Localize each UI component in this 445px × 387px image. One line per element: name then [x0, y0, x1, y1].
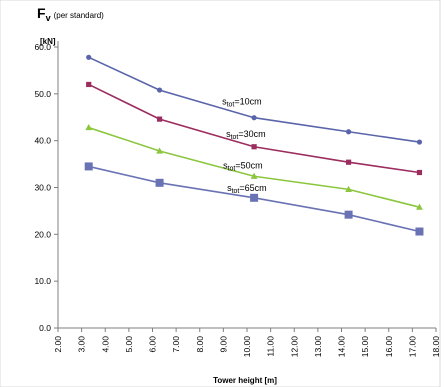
data-point	[416, 203, 423, 210]
data-point	[344, 210, 353, 219]
y-axis-title: Fv (per standard)	[37, 5, 104, 23]
x-tick-label: 13.00	[313, 336, 323, 358]
x-tick-label: 15.00	[360, 336, 370, 358]
data-point	[250, 193, 259, 202]
y-tick-label: 20.0	[34, 229, 51, 239]
data-point	[345, 129, 352, 135]
data-point	[345, 159, 352, 165]
series-label: stot=10cm	[222, 97, 262, 109]
x-tick-label: 3.00	[77, 336, 87, 353]
x-tick-label: 14.00	[337, 336, 347, 358]
y-tick-label: 30.0	[34, 183, 51, 193]
data-point	[250, 172, 258, 179]
data-point	[156, 147, 163, 154]
data-point	[251, 144, 257, 150]
data-point	[251, 115, 257, 121]
y-tick-label: 60.0	[34, 42, 51, 52]
data-point	[155, 178, 164, 187]
data-point	[86, 54, 92, 60]
y-tick-label: 40.0	[34, 136, 51, 146]
series-label: stot=30cm	[226, 129, 266, 141]
series-stot=30cm: stot=30cm	[86, 81, 423, 176]
data-point	[416, 169, 423, 176]
x-tick-label: 4.00	[100, 336, 110, 353]
x-tick-label: 17.00	[407, 336, 417, 358]
x-tick-label: 8.00	[195, 336, 205, 353]
x-tick-label: 10.00	[242, 336, 252, 358]
y-tick-label: 0.0	[39, 323, 51, 333]
series-label: stot=65cm	[227, 183, 267, 195]
x-tick-label: 7.00	[171, 336, 181, 353]
series-layer: stot=10cm stot=30cm stot=50cm stot=65cm	[84, 54, 424, 236]
x-tick-label: 18.00	[431, 336, 441, 358]
x-tick-label: 9.00	[218, 336, 228, 353]
data-point	[416, 139, 423, 145]
data-point	[156, 116, 163, 122]
y-axis-unit: [kN]	[40, 37, 56, 46]
series-stot=65cm: stot=65cm	[84, 162, 424, 236]
series-label: stot=50cm	[223, 160, 263, 172]
series-stot=10cm: stot=10cm	[86, 54, 423, 145]
x-tick-label: 5.00	[124, 336, 134, 353]
series-stot=50cm: stot=50cm	[85, 123, 423, 210]
data-point	[345, 185, 352, 192]
axes: 0.0 10.0 20.0 30.0 40.0 50.0 60.0 2.00 3.00 4.00 5…	[34, 41, 441, 357]
x-tick-label: 11.00	[266, 336, 276, 357]
x-axis-title: Tower height [m]	[213, 376, 277, 385]
data-point	[156, 87, 163, 93]
x-tick-label: 2.00	[53, 336, 63, 353]
y-tick-label: 10.0	[34, 276, 51, 286]
data-point	[415, 227, 424, 236]
data-point	[84, 162, 93, 171]
x-tick-label: 12.00	[289, 336, 299, 358]
x-tick-label: 6.00	[148, 336, 158, 353]
y-tick-label: 50.0	[34, 89, 51, 99]
x-tick-label: 16.00	[384, 336, 394, 358]
data-point	[86, 81, 92, 88]
data-point	[85, 123, 93, 131]
